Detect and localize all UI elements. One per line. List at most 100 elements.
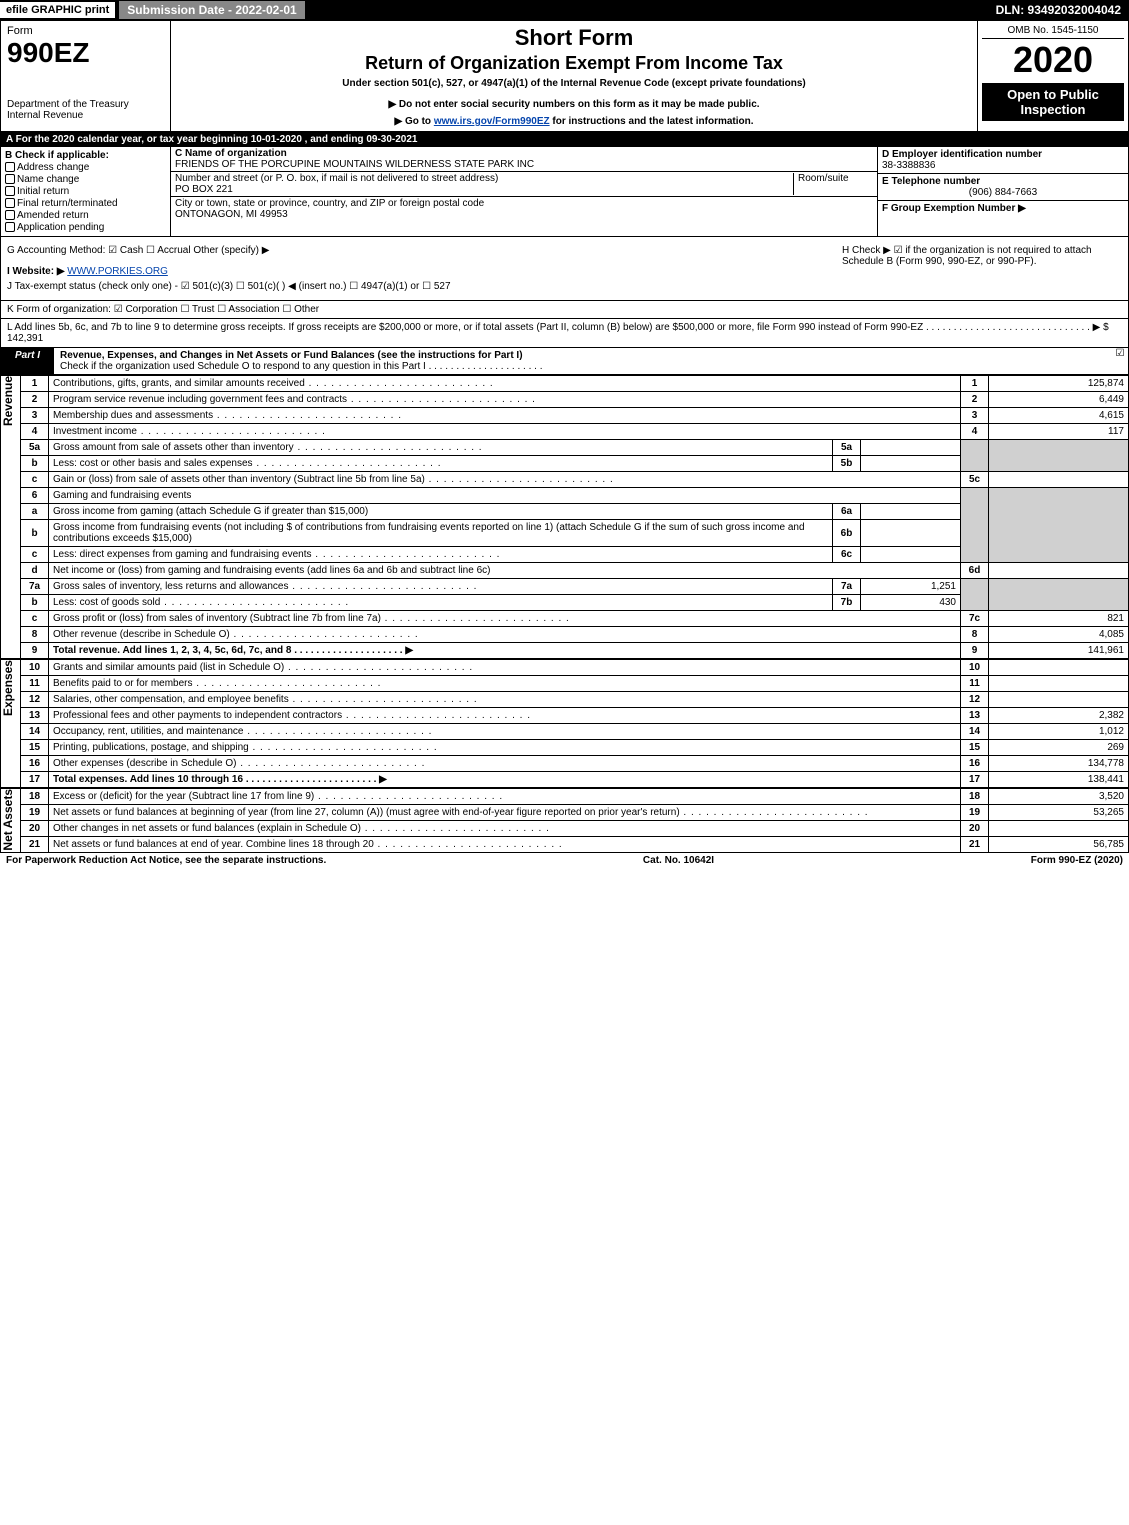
- line-num: 19: [21, 805, 49, 821]
- chk-final-return[interactable]: Final return/terminated: [5, 198, 166, 209]
- chk-label: Amended return: [17, 210, 89, 221]
- table-row: 9Total revenue. Add lines 1, 2, 3, 4, 5c…: [21, 643, 1129, 659]
- line-ref: 21: [961, 837, 989, 853]
- chk-initial-return[interactable]: Initial return: [5, 186, 166, 197]
- netassets-vlabel: Net Assets: [1, 789, 15, 851]
- line-desc: Net income or (loss) from gaming and fun…: [49, 563, 961, 579]
- col-b-checkboxes: B Check if applicable: Address change Na…: [1, 147, 171, 236]
- line-desc: Total expenses. Add lines 10 through 16 …: [49, 772, 961, 788]
- line-ref: 11: [961, 676, 989, 692]
- line-subref: 7a: [833, 579, 861, 595]
- line-num: 2: [21, 392, 49, 408]
- line-num: 15: [21, 740, 49, 756]
- efile-label: efile GRAPHIC print: [0, 2, 115, 18]
- line-ref: 9: [961, 643, 989, 659]
- omb-number: OMB No. 1545-1150: [982, 23, 1124, 39]
- h-schedule-b: H Check ▶ ☑ if the organization is not r…: [842, 245, 1122, 292]
- submission-date: Submission Date - 2022-02-01: [119, 1, 304, 19]
- shade-cell: [989, 440, 1129, 472]
- line-ref: 20: [961, 821, 989, 837]
- line-num: 20: [21, 821, 49, 837]
- line-num: c: [21, 472, 49, 488]
- expenses-table: 10Grants and similar amounts paid (list …: [20, 659, 1129, 788]
- shade-cell: [961, 440, 989, 472]
- city-value: ONTONAGON, MI 49953: [175, 209, 873, 220]
- line-desc: Total revenue. Add lines 1, 2, 3, 4, 5c,…: [49, 643, 961, 659]
- table-row: 17Total expenses. Add lines 10 through 1…: [21, 772, 1129, 788]
- table-row: 1Contributions, gifts, grants, and simil…: [21, 376, 1129, 392]
- line-num: b: [21, 456, 49, 472]
- form-meta-block: OMB No. 1545-1150 2020 Open to Public In…: [978, 21, 1128, 131]
- line-amt: 6,449: [989, 392, 1129, 408]
- d-ein-label: D Employer identification number: [882, 149, 1124, 160]
- e-phone-value: (906) 884-7663: [882, 187, 1124, 198]
- chk-label: Address change: [17, 162, 89, 173]
- line-desc: Investment income: [49, 424, 961, 440]
- d-ein-value: 38-3388836: [882, 160, 1124, 171]
- line-ref: 10: [961, 660, 989, 676]
- table-row: 15Printing, publications, postage, and s…: [21, 740, 1129, 756]
- irs-link[interactable]: www.irs.gov/Form990EZ: [434, 116, 550, 127]
- line-subval: [861, 456, 961, 472]
- shade-cell: [961, 488, 989, 563]
- form-title-block: Short Form Return of Organization Exempt…: [171, 21, 978, 131]
- line-desc: Printing, publications, postage, and shi…: [49, 740, 961, 756]
- form-id-block: Form 990EZ Department of the Treasury In…: [1, 21, 171, 131]
- line-amt: 134,778: [989, 756, 1129, 772]
- city-label: City or town, state or province, country…: [175, 198, 873, 209]
- line-num: 21: [21, 837, 49, 853]
- table-row: 3Membership dues and assessments34,615: [21, 408, 1129, 424]
- line-subref: 7b: [833, 595, 861, 611]
- part1-note: Check if the organization used Schedule …: [60, 361, 542, 372]
- public-inspection: Open to Public Inspection: [982, 83, 1124, 121]
- chk-name-change[interactable]: Name change: [5, 174, 166, 185]
- table-row: 21Net assets or fund balances at end of …: [21, 837, 1129, 853]
- line-num: c: [21, 611, 49, 627]
- table-row: 11Benefits paid to or for members11: [21, 676, 1129, 692]
- part1-title: Revenue, Expenses, and Changes in Net As…: [60, 350, 523, 361]
- line-num: c: [21, 547, 49, 563]
- title-return: Return of Organization Exempt From Incom…: [177, 53, 971, 74]
- table-row: 4Investment income4117: [21, 424, 1129, 440]
- line-ref: 19: [961, 805, 989, 821]
- dln: DLN: 93492032004042: [988, 1, 1129, 19]
- line-ref: 3: [961, 408, 989, 424]
- table-row: 13Professional fees and other payments t…: [21, 708, 1129, 724]
- goto-post: for instructions and the latest informat…: [550, 116, 754, 127]
- line-ref: 1: [961, 376, 989, 392]
- part1-check-icon: ☑: [1112, 348, 1128, 374]
- line-desc: Salaries, other compensation, and employ…: [49, 692, 961, 708]
- dept-treasury: Department of the Treasury: [7, 99, 164, 110]
- line-amt: 4,615: [989, 408, 1129, 424]
- col-def: D Employer identification number 38-3388…: [878, 147, 1128, 236]
- line-desc: Excess or (deficit) for the year (Subtra…: [49, 789, 961, 805]
- line-amt: 1,012: [989, 724, 1129, 740]
- line-ref: 14: [961, 724, 989, 740]
- website-link[interactable]: WWW.PORKIES.ORG: [67, 266, 168, 277]
- block-bcdef: B Check if applicable: Address change Na…: [0, 147, 1129, 237]
- chk-amended-return[interactable]: Amended return: [5, 210, 166, 221]
- line-subref: 6c: [833, 547, 861, 563]
- line-num: 4: [21, 424, 49, 440]
- form-number: 990EZ: [7, 37, 164, 69]
- chk-address-change[interactable]: Address change: [5, 162, 166, 173]
- line-subref: 6b: [833, 520, 861, 547]
- chk-application-pending[interactable]: Application pending: [5, 222, 166, 233]
- shade-cell: [989, 488, 1129, 563]
- table-row: 6Gaming and fundraising events: [21, 488, 1129, 504]
- line-desc: Membership dues and assessments: [49, 408, 961, 424]
- line-num: 9: [21, 643, 49, 659]
- line-amt: 56,785: [989, 837, 1129, 853]
- line-num: 8: [21, 627, 49, 643]
- line-amt: 53,265: [989, 805, 1129, 821]
- line-num: 11: [21, 676, 49, 692]
- line-num: b: [21, 520, 49, 547]
- line-desc: Net assets or fund balances at end of ye…: [49, 837, 961, 853]
- col-b-title: B Check if applicable:: [5, 150, 166, 161]
- line-desc: Net assets or fund balances at beginning…: [49, 805, 961, 821]
- chk-label: Application pending: [17, 222, 104, 233]
- table-row: 5aGross amount from sale of assets other…: [21, 440, 1129, 456]
- line-subval: [861, 504, 961, 520]
- chk-label: Final return/terminated: [17, 198, 118, 209]
- org-name: FRIENDS OF THE PORCUPINE MOUNTAINS WILDE…: [175, 159, 873, 170]
